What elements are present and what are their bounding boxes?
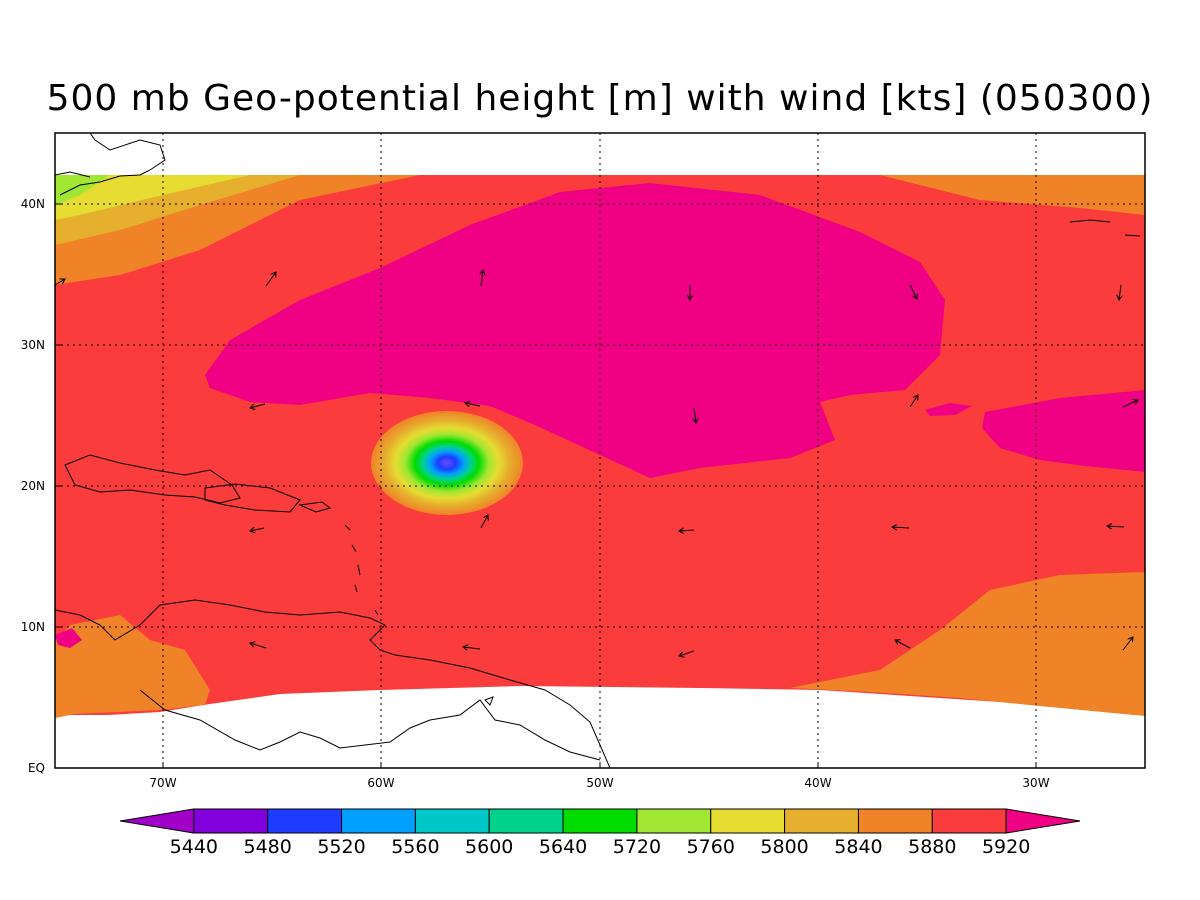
coast-hispaniola [204,483,301,513]
colorbar-label: 5920 [982,836,1030,858]
colorbar-segment [414,808,490,834]
coast-cuba-hispaniola [64,454,241,504]
contour-5920-east [982,390,1145,472]
contour-5840-ne [880,175,1145,215]
wind-arrow [892,527,910,528]
contour-5920-patch [925,403,972,416]
colorbar-segment [710,808,786,834]
wind-arrow [909,395,918,408]
wind-arrow [265,272,276,287]
contour-5920-high [205,183,945,478]
wind-arrow [895,640,911,649]
colorbar-segment [784,808,859,834]
contour-5840-sw [55,615,210,718]
colorbar-label: 5440 [170,836,218,858]
colorbar-label: 5520 [317,836,365,858]
colorbar-label: 5640 [539,836,587,858]
wind-arrow [1119,284,1121,300]
wind-arrow [480,515,488,529]
lon-label-50w: 50W [586,776,613,790]
wind-arrow [463,647,481,649]
wind-arrow [55,279,65,286]
coast-northeast-us [59,133,166,196]
graticule [55,133,1145,768]
coast-lesser-antilles [344,524,379,616]
coastlines [55,133,1141,768]
colorbar-label: 5800 [760,836,808,858]
contour-5920-sw [55,628,82,648]
map-title: 500 mb Geo-potential height [m] with win… [46,78,1154,119]
colorbar-segment [636,808,712,834]
colorbar-segment [857,808,933,834]
colorbar-segment [931,808,1007,834]
colorbar-segment [267,808,343,834]
coast-south-america [55,599,611,768]
colorbar-segment [341,808,416,834]
wind-arrow [679,650,695,656]
wind-arrow [250,643,267,649]
colorbar-segment [488,808,564,834]
lat-label-40n: 40N [21,197,45,211]
coast-island [484,696,494,706]
coast-azores [1069,219,1141,237]
coast-guianas-border [139,689,601,761]
wind-arrow [250,528,265,531]
lat-label-eq: EQ [28,761,45,775]
colorbar-segment [562,808,638,834]
colorbar-arrow-high [1005,808,1081,834]
colorbar-label: 5840 [834,836,882,858]
wind-arrow [250,403,266,408]
colorbar-arrow-low [119,808,195,834]
colorbar-label: 5760 [687,836,735,858]
cutoff-low [371,411,523,515]
colorbar: 5440 5480 5520 5560 5600 5640 5720 5760 5800 5840… [119,808,1081,858]
wind-arrow [694,407,696,423]
colorbar-label: 5720 [613,836,661,858]
tick-marks [55,203,1037,768]
coast-long-island [55,171,91,178]
wind-arrow [465,403,481,406]
lon-label-70w: 70W [149,776,176,790]
wind-arrow [909,284,917,299]
colorbar-label: 5880 [908,836,956,858]
lon-label-60w: 60W [367,776,394,790]
lon-label-30w: 30W [1022,776,1049,790]
wind-arrow [481,270,483,287]
colorbar-segment [193,808,269,834]
lon-label-40w: 40W [804,776,831,790]
lat-label-10n: 10N [21,620,45,634]
colorbar-label: 5480 [244,836,292,858]
contour-5760-nw [55,175,250,220]
wind-arrow [1122,637,1133,651]
colorbar-label: 5560 [391,836,439,858]
lat-label-30n: 30N [21,338,45,352]
wind-arrow [1107,526,1125,527]
wind-arrow [1122,400,1138,408]
wind-arrow [679,530,695,531]
coast-puerto-rico [298,501,332,513]
lat-label-20n: 20N [21,479,45,493]
wind-vectors [55,270,1138,656]
contour-5840-se [790,572,1145,716]
colorbar-label: 5600 [465,836,513,858]
